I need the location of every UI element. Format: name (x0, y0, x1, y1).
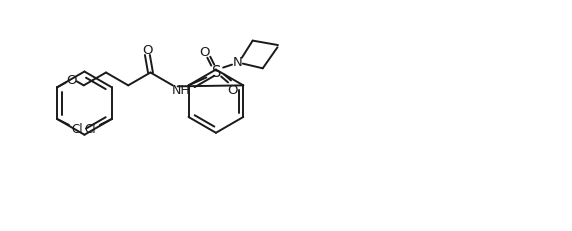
Text: Cl: Cl (84, 123, 96, 136)
Text: S: S (212, 65, 221, 80)
Text: O: O (66, 74, 77, 87)
Text: N: N (233, 56, 243, 69)
Text: O: O (142, 43, 153, 56)
Text: O: O (199, 46, 209, 59)
Text: NH: NH (172, 83, 191, 96)
Text: O: O (227, 83, 237, 96)
Text: Cl: Cl (71, 123, 82, 136)
